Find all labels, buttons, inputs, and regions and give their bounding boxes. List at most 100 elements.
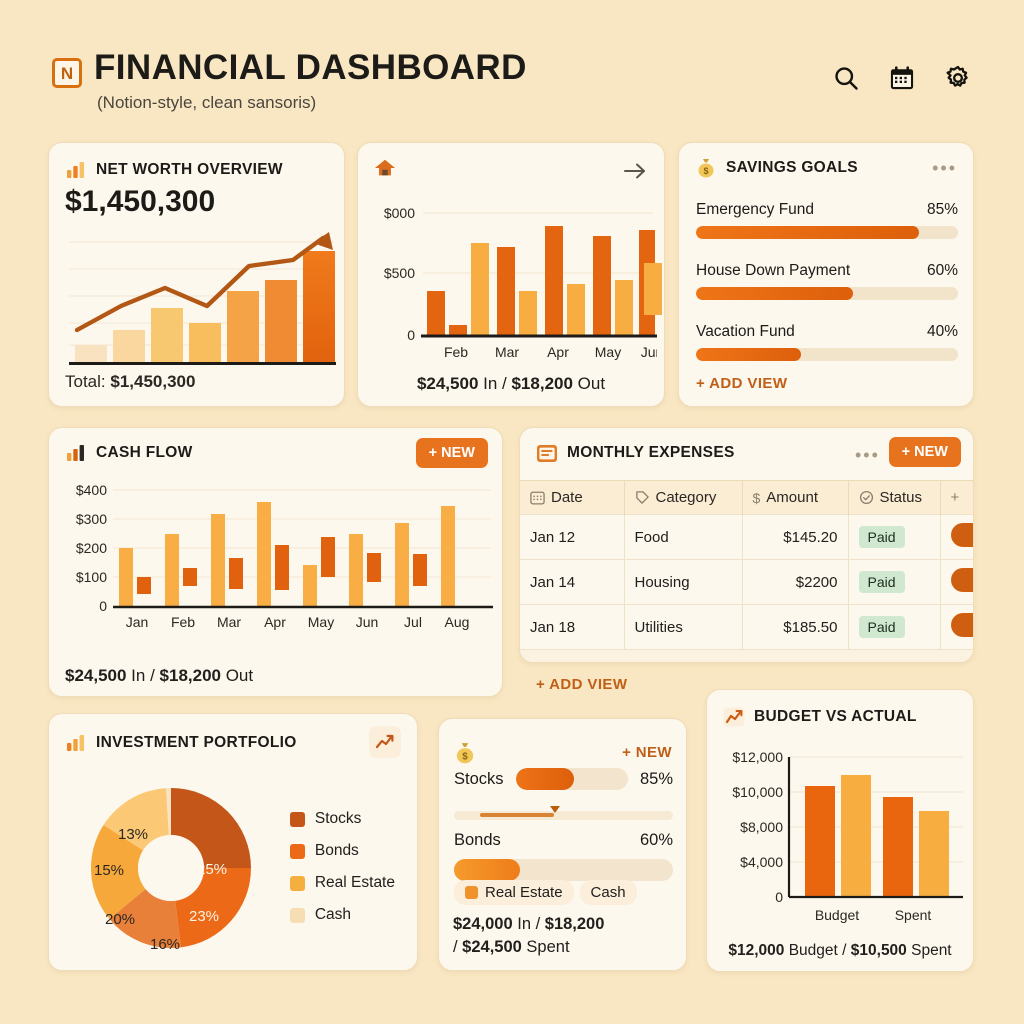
svg-text:13%: 13% [118, 826, 148, 843]
add-view-button[interactable]: + ADD VIEW [536, 676, 628, 693]
calendar-icon [530, 491, 545, 505]
add-view-button[interactable]: + ADD VIEW [696, 375, 788, 392]
expense-label: Out [572, 374, 606, 393]
goal-percent: 85% [926, 201, 958, 218]
gear-icon[interactable] [944, 64, 972, 92]
row-toggle[interactable] [950, 523, 973, 547]
cell-date: Jan 14 [520, 559, 625, 605]
cash-out-value: $18,200 [159, 666, 221, 685]
svg-text:$300: $300 [76, 511, 107, 527]
allocation-item[interactable]: Bonds 60% [454, 831, 673, 881]
more-options-icon[interactable]: ••• [932, 158, 957, 178]
bar-chart-icon [65, 732, 87, 754]
header-actions [832, 64, 972, 92]
card-income-expense[interactable]: $000 $500 0 Feb Mar Apr May Jun [357, 142, 665, 407]
legend-swatch [289, 843, 305, 859]
table-row[interactable]: Jan 12 Food $145.20 Paid [520, 514, 973, 560]
calendar-icon[interactable] [888, 64, 916, 92]
tag-label: Real Estate [485, 884, 563, 901]
budget-vs-actual-chart: $12,000 $10,000 $8,000 $4,000 0 Budget Spent [732, 749, 963, 923]
database-icon [536, 442, 558, 464]
tag-swatch [465, 886, 478, 899]
net-worth-value: $1,450,300 [65, 185, 216, 218]
income-expense-chart: $000 $500 0 Feb Mar Apr May Jun [384, 205, 657, 360]
table-row[interactable]: Jan 14 Housing $2200 Paid [520, 559, 973, 605]
open-arrow-icon[interactable] [622, 161, 648, 186]
legend-item[interactable]: Real Estate [289, 874, 395, 892]
tag-label: Cash [590, 884, 626, 901]
cell-status: Paid [848, 604, 941, 649]
budget-value: $12,000 [728, 942, 785, 959]
svg-text:Feb: Feb [171, 614, 195, 630]
cash-flow-summary: $24,500 In / $18,200 Out [65, 666, 253, 686]
card-savings-goals[interactable]: $ SAVINGS GOALS ••• Emergency Fund 85% H… [678, 142, 974, 407]
svg-text:0: 0 [99, 598, 107, 614]
tag-real-estate[interactable]: Real Estate [454, 880, 574, 905]
cell-toggle[interactable] [940, 514, 973, 560]
column-label: Amount [766, 489, 818, 506]
allocation-slider[interactable] [454, 806, 673, 824]
column-header-category[interactable]: Category [624, 480, 743, 515]
cell-toggle[interactable] [940, 559, 973, 605]
cash-in-value: $24,500 [65, 666, 127, 685]
expenses-table: Date Category $ [520, 480, 973, 649]
portfolio-legend: Stocks Bonds Real Estate Cash [289, 810, 395, 924]
new-button[interactable]: + NEW [415, 438, 488, 468]
legend-item[interactable]: Cash [289, 906, 395, 924]
savings-goal-item[interactable]: Vacation Fund 40% [696, 323, 958, 361]
tag-icon [635, 491, 649, 504]
income-label: In / [478, 374, 512, 393]
savings-goal-item[interactable]: House Down Payment 60% [696, 262, 958, 300]
column-label: Category [655, 489, 717, 506]
cell-toggle[interactable] [940, 604, 973, 649]
money-bag-icon: $ [454, 741, 476, 771]
cell-category: Utilities [624, 604, 743, 649]
legend-item[interactable]: Stocks [289, 810, 395, 828]
header-title-group: N FINANCIAL DASHBOARD (Notion-style, cle… [52, 49, 527, 113]
new-button[interactable]: + NEW [622, 744, 672, 761]
card-investment-portfolio[interactable]: INVESTMENT PORTFOLIO [48, 713, 418, 971]
net-worth-chart [69, 232, 336, 365]
cell-status: Paid [848, 559, 941, 605]
svg-text:0: 0 [407, 327, 415, 343]
cell-date: Jan 12 [520, 514, 625, 560]
row-toggle[interactable] [950, 613, 973, 637]
column-header-status[interactable]: Status [848, 480, 941, 515]
more-options-icon[interactable]: ••• [855, 445, 880, 465]
svg-text:$: $ [703, 166, 708, 176]
new-button[interactable]: + NEW [888, 437, 961, 467]
income-expense-summary: $24,500 In / $18,200 Out [417, 374, 605, 394]
card-allocation[interactable]: $ + NEW Stocks 85% Bonds 60% [438, 718, 687, 971]
net-worth-total-value: $1,450,300 [110, 372, 196, 391]
goal-percent: 40% [926, 323, 958, 340]
card-budget-vs-actual[interactable]: BUDGET VS ACTUAL $12,000 $10,000 $8,000 $4… [706, 689, 974, 972]
allocation-item[interactable]: Stocks 85% [454, 768, 673, 790]
search-icon[interactable] [832, 64, 860, 92]
card-title: SAVINGS GOALS [726, 159, 858, 176]
trending-up-icon[interactable] [369, 726, 401, 758]
slider-thumb[interactable] [550, 806, 560, 813]
column-header-date[interactable]: Date [520, 480, 625, 515]
allocation-progress-track [515, 768, 628, 790]
row-toggle[interactable] [950, 568, 973, 592]
card-monthly-expenses[interactable]: MONTHLY EXPENSES ••• + NEW D [519, 427, 974, 663]
legend-item[interactable]: Bonds [289, 842, 395, 860]
cell-amount: $2200 [742, 559, 849, 605]
savings-goal-item[interactable]: Emergency Fund 85% [696, 201, 958, 239]
status-badge: Paid [858, 616, 905, 638]
dollar-icon: $ [752, 489, 761, 506]
tag-cash[interactable]: Cash [579, 880, 637, 905]
income-value: $24,500 [416, 374, 479, 393]
page-header: N FINANCIAL DASHBOARD (Notion-style, cle… [52, 49, 972, 130]
card-net-worth[interactable]: NET WORTH OVERVIEW $1,450,300 [48, 142, 345, 407]
table-row[interactable]: Jan 18 Utilities $185.50 Paid [520, 604, 973, 649]
column-header-amount[interactable]: $ Amount [742, 480, 849, 515]
goal-progress-track [696, 226, 958, 239]
allocation-summary: $24,000 In / $18,200 / $24,500 Spent [453, 913, 604, 958]
allocation-percent: 85% [639, 769, 673, 788]
allocation-name: Bonds [454, 831, 501, 849]
legend-swatch [289, 811, 305, 827]
add-column-button[interactable]: + [940, 480, 973, 515]
new-row-button[interactable]: + New [520, 649, 973, 662]
